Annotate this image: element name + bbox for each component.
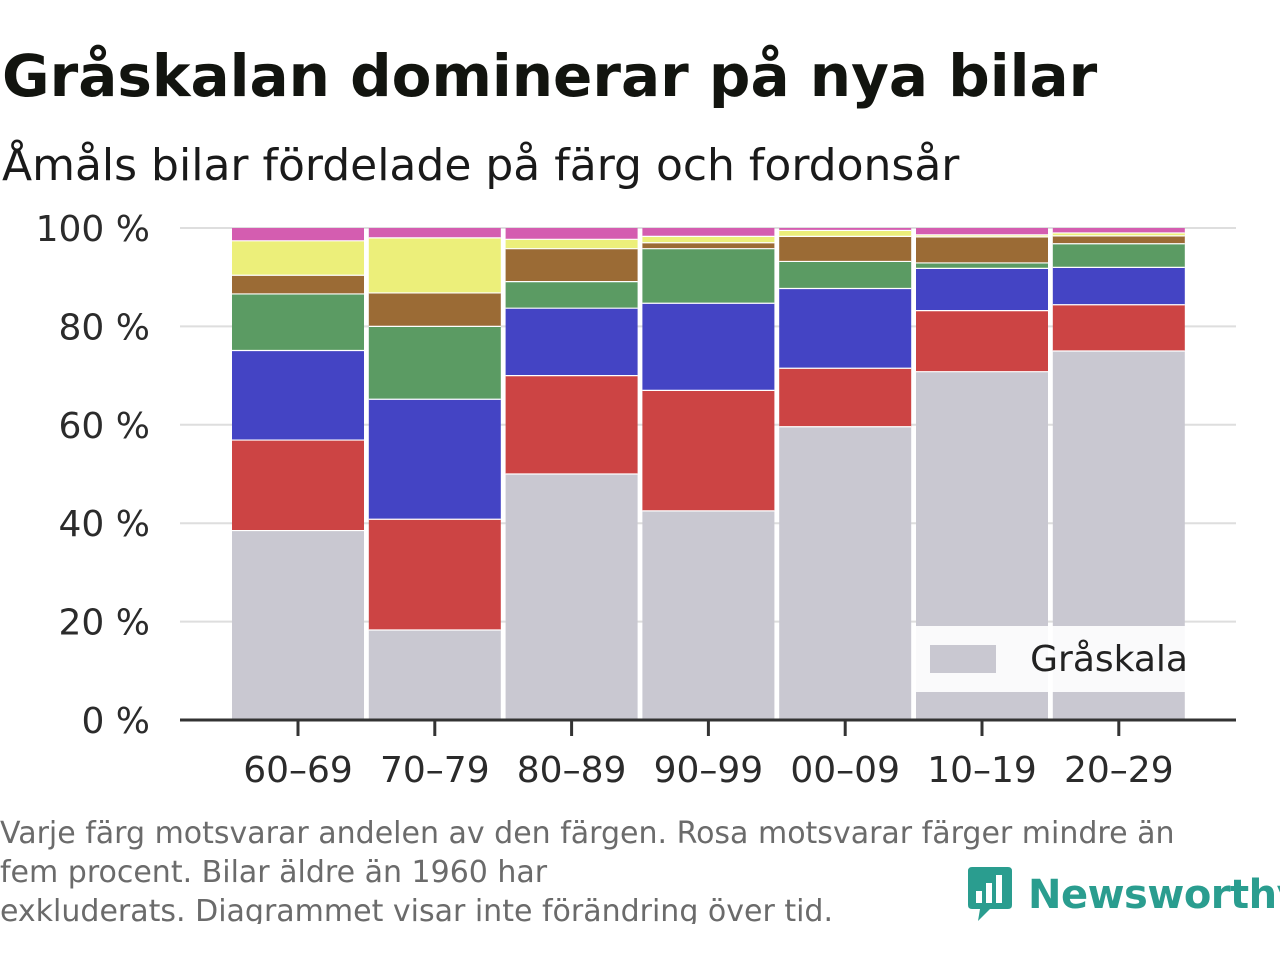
bar-segment [642,236,775,243]
bar-segment [642,242,775,249]
bar-segment [916,236,1048,263]
y-tick-label: 40 % [59,504,150,545]
bar-segment [1052,267,1185,305]
bar-chart-speech-icon [968,867,1012,921]
chart-title: Gråskalan dominerar på nya bilar [2,42,1098,110]
bar-segment [1052,304,1185,351]
bar-segment [368,629,501,720]
bar-segment [368,292,501,327]
bar-segment [368,399,501,520]
bar-segment [779,288,912,369]
bar-segment [779,230,912,237]
bar-segment [779,261,912,289]
bar-segment [368,519,501,630]
footnote-line-3: exkluderats. Diagrammet visar inte förän… [0,894,834,924]
bar-segment [779,236,912,262]
bar-segment [916,234,1048,237]
bar-segment [505,474,638,720]
bar-segment [232,275,364,294]
bar-segment [368,228,501,238]
bar-segment [779,228,912,231]
x-tick-label: 00–09 [790,750,900,791]
y-tick-label: 60 % [59,406,150,447]
bar-segment [505,248,638,282]
x-tick-label: 70–79 [380,750,490,791]
bar-segment [916,310,1048,372]
bar-segment [1052,243,1185,268]
bar-segment [916,262,1048,269]
bar-segment [505,308,638,376]
brand-name: Newsworthy [1028,872,1280,918]
newsworthy-logo: Newsworthy [964,864,1280,926]
bar-segment [916,228,1048,235]
bar-segment [368,237,501,293]
bar-segment [642,248,775,304]
y-tick-label: 0 % [81,701,150,742]
footnote: Varje färg motsvarar andelen av den färg… [0,814,1250,924]
x-tick-label: 20–29 [1064,750,1174,791]
bar-segment [916,268,1048,311]
bar-segment [232,293,364,351]
x-tick-label: 10–19 [927,750,1037,791]
bar-segment [779,426,912,720]
chart-subtitle: Åmåls bilar fördelade på färg och fordon… [2,140,960,191]
bar-segment [642,510,775,720]
bar-segment [642,303,775,391]
y-tick-label: 80 % [59,307,150,348]
footnote-line-1: Varje färg motsvarar andelen av den färg… [0,816,1175,851]
bar-segment [642,228,775,237]
bar-segment [232,228,364,241]
bar-segment [232,240,364,276]
y-tick-label: 20 % [59,603,150,644]
bar-segment [232,530,364,720]
bar-segment [505,281,638,309]
legend-label-graskala: Gråskala [1030,638,1188,680]
bar-segment [779,368,912,427]
x-tick-label: 90–99 [654,750,764,791]
legend-swatch-graskala [930,645,997,673]
x-tick-label: 80–89 [517,750,627,791]
bar-segment [505,228,638,240]
bar-segment [505,239,638,249]
bar-segment [232,350,364,441]
bar-segment [232,440,364,531]
bar-segment [505,375,638,474]
y-tick-label: 100 % [36,209,150,250]
bar-segment [1052,235,1185,244]
bar-segment [368,326,501,400]
x-tick-label: 60–69 [243,750,353,791]
footnote-line-2: fem procent. Bilar äldre än 1960 har [0,855,548,890]
bar-segment [1052,228,1185,233]
legend: Gråskala [916,626,1188,692]
stacked-bar-chart: 0 % 20 % 40 % 60 % 80 % 100 % 60–69 70–79 80–89 9… [36,209,1236,791]
bar-segment [642,390,775,511]
bar-segment [1052,232,1185,236]
